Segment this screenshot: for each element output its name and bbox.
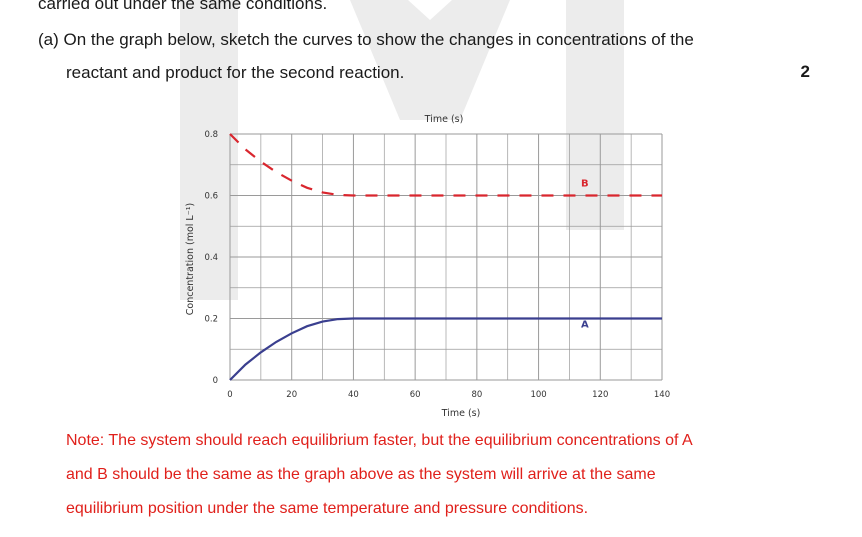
- x-tick-label: 60: [410, 390, 421, 400]
- question-text-top: carried out under the same conditions.: [38, 0, 328, 13]
- note-line2: and B should be the same as the graph ab…: [66, 466, 656, 483]
- series-line-A: [229, 317, 662, 381]
- note-line1: Note: The system should reach equilibriu…: [66, 432, 693, 449]
- series-label-A: A: [581, 320, 589, 331]
- chart-ticks: 0 20 40 60 80 100 120 140 0 0.2 0.4 0.6 0.8: [204, 130, 670, 400]
- y-tick-label: 0.6: [204, 192, 218, 202]
- x-tick-label: 80: [471, 390, 482, 400]
- y-tick-label: 0.8: [204, 130, 218, 140]
- x-tick-label: 140: [654, 390, 670, 400]
- note-line3: equilibrium position under the same temp…: [66, 500, 589, 517]
- y-tick-label: 0: [213, 376, 218, 386]
- x-axis-label: Time (s): [441, 408, 481, 419]
- x-tick-label: 0: [227, 390, 232, 400]
- x-tick-label: 100: [530, 390, 546, 400]
- y-tick-label: 0.2: [204, 315, 218, 325]
- x-tick-label: 20: [286, 390, 297, 400]
- series-label-B: B: [581, 178, 589, 189]
- chart-curves: BA: [229, 133, 662, 381]
- part-a-text-line2: reactant and product for the second reac…: [66, 63, 405, 82]
- y-axis-label: Concentration (mol L⁻¹): [185, 203, 196, 315]
- chart-grid: [229, 133, 663, 381]
- marks-value: 2: [800, 62, 810, 81]
- series-line-B: [229, 133, 662, 197]
- x-tick-label: 120: [592, 390, 608, 400]
- chart-title: Time (s): [424, 114, 464, 125]
- part-a-text-line1: (a) On the graph below, sketch the curve…: [38, 30, 694, 49]
- y-tick-label: 0.4: [204, 253, 218, 263]
- x-tick-label: 40: [348, 390, 359, 400]
